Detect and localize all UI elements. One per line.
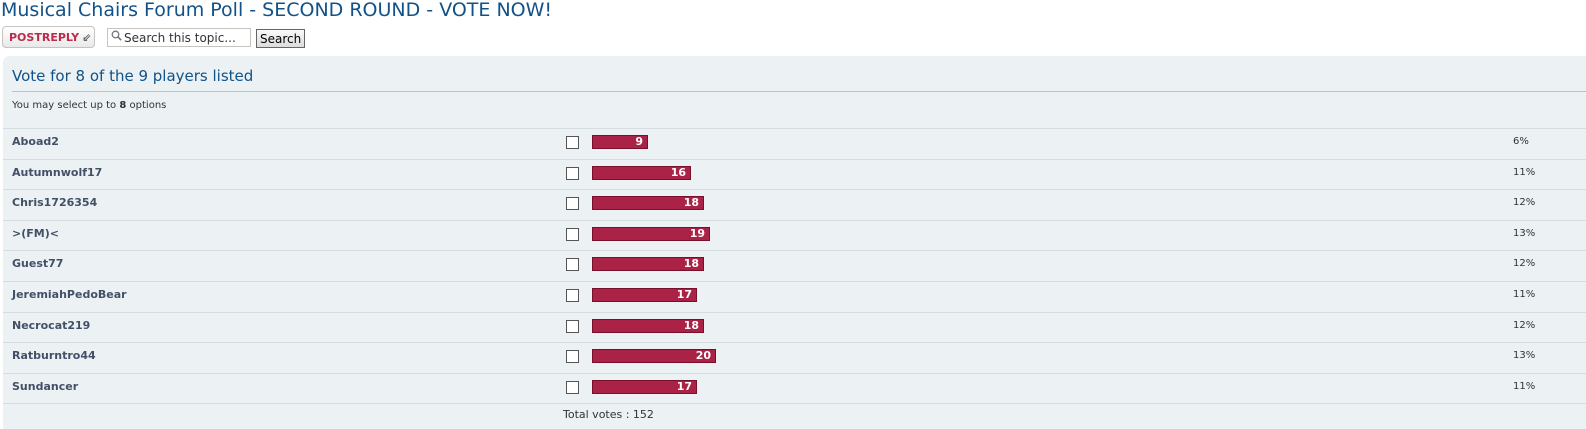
poll-option-name: Chris1726354 [12, 196, 98, 210]
search-box [107, 28, 251, 47]
poll-option-checkbox[interactable] [566, 288, 579, 302]
poll-option-percent: 12% [1513, 319, 1536, 331]
poll-option-checkbox[interactable] [566, 350, 579, 364]
poll-option-name: Sundancer [12, 379, 79, 393]
poll-option-row: Ratburntro44 20 13% [3, 342, 1586, 373]
post-reply-label-suffix: REPLY [41, 31, 80, 44]
poll-option-row: Guest77 18 12% [3, 250, 1586, 281]
poll-hint-suffix: options [129, 100, 167, 111]
poll-option-checkbox[interactable] [566, 380, 579, 394]
poll-option-percent: 13% [1513, 350, 1536, 362]
poll-result-bar: 19 [592, 226, 710, 241]
poll-panel: Vote for 8 of the 9 players listed You m… [3, 56, 1586, 429]
poll-result-bar: 18 [592, 318, 704, 333]
poll-option-checkbox[interactable] [566, 197, 579, 211]
poll-total-votes: Total votes : 152 [563, 408, 654, 421]
poll-result-bar: 17 [592, 287, 697, 302]
divider [3, 403, 1586, 404]
poll-option-name: >(FM)< [12, 226, 59, 240]
poll-option-percent: 11% [1513, 380, 1536, 392]
poll-result-bar: 18 [592, 257, 704, 272]
magnifier-icon [111, 30, 122, 44]
poll-option-percent: 12% [1513, 258, 1536, 270]
post-reply-label-prefix: POST [9, 31, 42, 44]
poll-option-row: Chris1726354 18 12% [3, 189, 1586, 220]
poll-result-bar: 17 [592, 379, 697, 394]
poll-option-checkbox[interactable] [566, 166, 579, 180]
poll-option-row: Autumnwolf17 16 11% [3, 158, 1586, 190]
poll-option-checkbox[interactable] [566, 258, 579, 272]
divider [12, 91, 1586, 92]
poll-hint-prefix: You may select up to [12, 100, 117, 111]
poll-options: Aboad2 9 6% Autumnwolf17 16 11% Chris172… [3, 128, 1586, 403]
poll-option-name: Necrocat219 [12, 318, 91, 332]
poll-option-row: Sundancer 17 11% [3, 372, 1586, 404]
poll-option-checkbox[interactable] [566, 136, 579, 149]
poll-option-percent: 11% [1513, 288, 1536, 300]
poll-option-name: JeremiahPedoBear [12, 287, 127, 301]
poll-title: Vote for 8 of the 9 players listed [12, 67, 254, 85]
poll-option-checkbox[interactable] [566, 227, 579, 241]
poll-option-checkbox[interactable] [566, 319, 579, 333]
poll-result-bar: 16 [592, 165, 691, 180]
poll-option-percent: 11% [1513, 166, 1536, 178]
poll-option-row: Necrocat219 18 12% [3, 311, 1586, 343]
poll-result-bar: 20 [592, 349, 716, 364]
poll-result-bar: 18 [592, 196, 704, 211]
poll-hint: You may select up to 8 options [12, 100, 166, 111]
poll-option-name: Guest77 [12, 257, 64, 271]
poll-result-bar: 9 [592, 135, 648, 149]
poll-option-name: Aboad2 [12, 135, 59, 148]
poll-option-percent: 12% [1513, 197, 1536, 209]
search-button[interactable]: Search [256, 29, 306, 48]
poll-option-percent: 13% [1513, 227, 1536, 239]
poll-option-row: JeremiahPedoBear 17 11% [3, 280, 1586, 312]
poll-option-name: Autumnwolf17 [12, 165, 103, 179]
poll-option-row: >(FM)< 19 13% [3, 219, 1586, 251]
reply-arrow-icon: ⇙ [82, 31, 92, 44]
topic-title[interactable]: Musical Chairs Forum Poll - SECOND ROUND… [1, 0, 553, 21]
post-reply-button[interactable]: POSTREPLY ⇙ [2, 26, 95, 48]
search-input[interactable] [124, 29, 249, 46]
poll-option-name: Ratburntro44 [12, 349, 96, 363]
poll-hint-max: 8 [119, 100, 127, 111]
poll-option-percent: 6% [1513, 136, 1529, 147]
poll-option-row: Aboad2 9 6% [3, 128, 1586, 159]
